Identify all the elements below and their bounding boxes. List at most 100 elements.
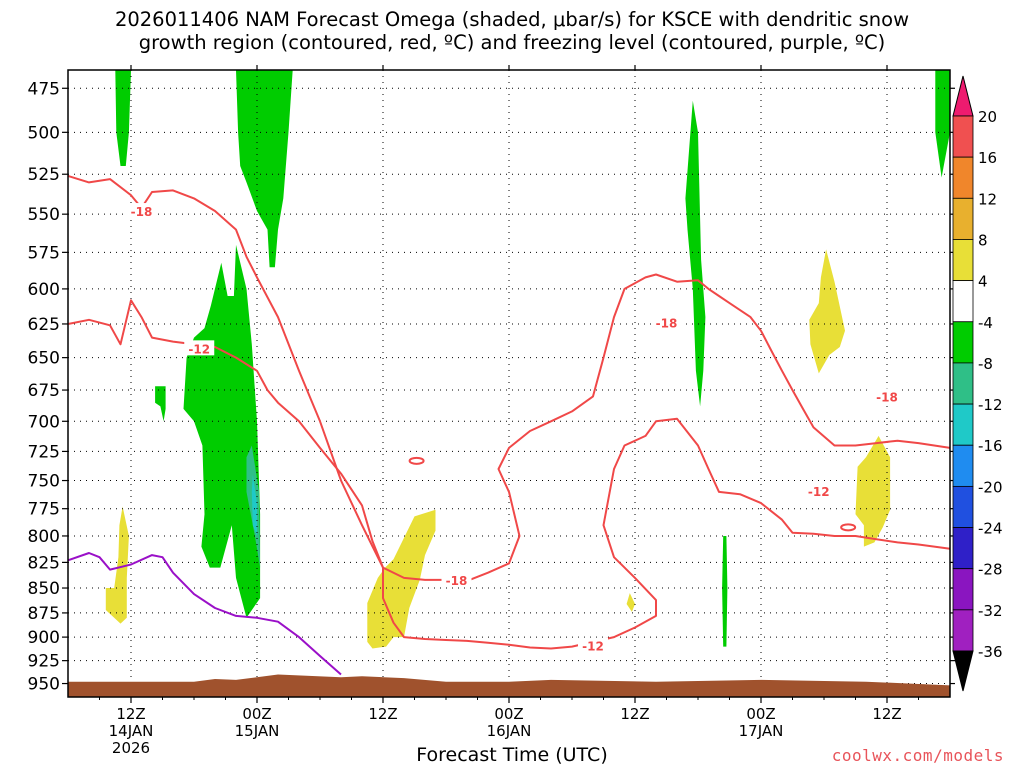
omega-region: [367, 509, 436, 649]
x-tick-label: 00Z: [242, 705, 271, 723]
colorbar-label: -24: [978, 520, 1003, 538]
y-tick-label: 925: [28, 652, 60, 672]
y-tick-label: 850: [28, 579, 60, 599]
colorbar-label: -20: [978, 478, 1003, 496]
chart-title-line2: growth region (contoured, red, ºC) and f…: [138, 31, 886, 54]
x-tick-label: 14JAN: [109, 722, 154, 740]
colorbar-label: -8: [978, 355, 993, 373]
colorbar-segment: [952, 444, 974, 487]
omega-region: [935, 70, 950, 178]
omega-region: [626, 593, 635, 612]
terrain: [68, 674, 950, 697]
x-tick-label: 00Z: [494, 705, 523, 723]
y-tick-label: 700: [28, 412, 60, 432]
y-tick-label: 950: [28, 675, 60, 695]
x-tick-label: 15JAN: [235, 722, 280, 740]
omega-region: [183, 244, 261, 618]
colorbar-segment: [952, 239, 974, 282]
colorbar-segment: [952, 197, 974, 240]
colorbar-label: 8: [978, 231, 988, 249]
colorbar-segment: [952, 403, 974, 446]
omega-region: [722, 536, 728, 647]
y-tick-label: 725: [28, 442, 60, 462]
colorbar-segment: [952, 527, 974, 570]
x-tick-label: 12Z: [620, 705, 649, 723]
colorbar-segment: [952, 485, 974, 528]
colorbar-segment: [952, 156, 974, 199]
omega-region: [115, 70, 131, 166]
omega-region: [105, 506, 129, 624]
contour-label-bg: [126, 203, 157, 219]
y-tick-label: 775: [28, 500, 60, 520]
colorbar-segment: [952, 115, 974, 158]
y-tick-label: 675: [28, 381, 60, 401]
y-axis: 475 500 525 550 575 600 625 650 675 700 725 750 775 8…: [28, 79, 955, 695]
omega-region: [236, 70, 293, 268]
colorbar: 20 16 12 8 4 -4 -8 -12 -16 -20 -24 -28 -32 -36: [952, 75, 1003, 692]
colorbar-label: 16: [978, 149, 997, 167]
contour-label-bg: [184, 340, 215, 356]
contour-label: -12: [188, 342, 210, 356]
colorbar-segment: [952, 280, 974, 323]
x-tick-label: 12Z: [368, 705, 397, 723]
contour-label: -18: [656, 317, 678, 331]
contour-label-bg: [651, 314, 682, 330]
colorbar-segment: [952, 609, 974, 652]
colorbar-label: -36: [978, 643, 1003, 661]
x-tick-label: 12Z: [872, 705, 901, 723]
contour-label-bg: [803, 482, 834, 498]
y-tick-label: 550: [28, 205, 60, 225]
colorbar-label: 4: [978, 273, 988, 291]
colorbar-label: -16: [978, 437, 1003, 455]
plot-area: -18 -12 -18 -18 -12 -18 -12: [67, 70, 951, 697]
omega-region: [155, 386, 166, 422]
x-axis-label: Forecast Time (UTC): [416, 744, 608, 766]
y-tick-label: 625: [28, 315, 60, 335]
freezing-level-contour: [67, 552, 342, 676]
colorbar-segment: [952, 321, 974, 364]
omega-region: [855, 435, 891, 547]
omega-region: [809, 249, 845, 374]
colorbar-arrow-top: [952, 75, 974, 117]
omega-region: [251, 474, 257, 536]
colorbar-label: 12: [978, 190, 997, 208]
x-tick-label: 17JAN: [739, 722, 784, 740]
y-tick-label: 525: [28, 165, 60, 185]
y-tick-label: 575: [28, 243, 60, 263]
colorbar-arrow-bottom: [952, 650, 974, 692]
dgz-contour: [67, 299, 951, 650]
y-tick-label: 475: [28, 79, 60, 99]
contour-label: -18: [876, 390, 898, 404]
dgz-contour: [840, 523, 857, 532]
contour-label-bg: [441, 571, 472, 587]
x-tick-label: 2026: [112, 739, 150, 757]
y-tick-label: 500: [28, 123, 60, 143]
y-tick-label: 600: [28, 280, 60, 300]
chart-title-line1: 2026011406 NAM Forecast Omega (shaded, μ…: [114, 8, 910, 31]
y-tick-label: 900: [28, 628, 60, 648]
colorbar-label: -28: [978, 561, 1003, 579]
colorbar-segment: [952, 362, 974, 405]
contour-label-bg: [872, 388, 902, 404]
contour-label: -12: [808, 485, 830, 499]
y-tick-label: 750: [28, 472, 60, 492]
y-tick-label: 875: [28, 604, 60, 624]
colorbar-label: -32: [978, 602, 1003, 620]
colorbar-label: -4: [978, 314, 993, 332]
dgz-contour: [67, 174, 951, 582]
colorbar-segment: [952, 568, 974, 611]
colorbar-label: 20: [978, 108, 997, 126]
y-tick-label: 800: [28, 527, 60, 547]
contour-label: -12: [582, 640, 604, 654]
dgz-contour: [408, 456, 425, 465]
x-tick-label: 12Z: [116, 705, 145, 723]
colorbar-label: -12: [978, 396, 1003, 414]
watermark: coolwx.com/models: [831, 746, 1004, 765]
contour-label: -18: [446, 574, 468, 588]
x-tick-label: 16JAN: [487, 722, 532, 740]
y-tick-label: 650: [28, 349, 60, 369]
contour-label: -18: [131, 205, 153, 219]
y-tick-label: 825: [28, 553, 60, 573]
